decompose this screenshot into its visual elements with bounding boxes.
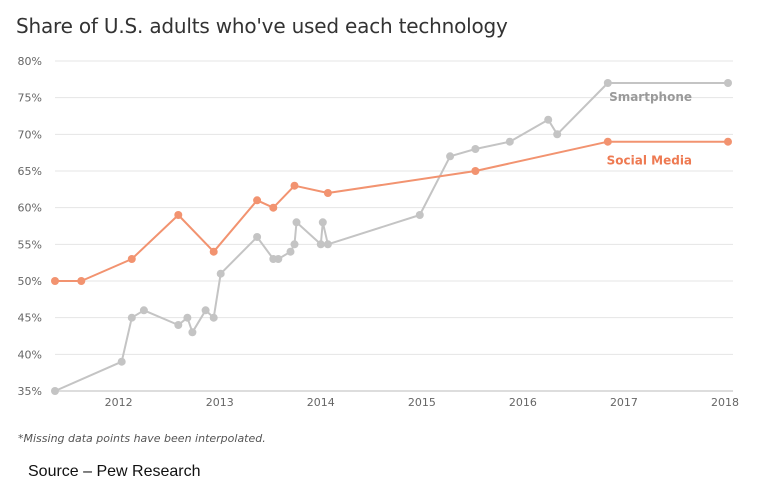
data-point-social-media xyxy=(603,137,612,146)
data-point-smartphone xyxy=(544,115,553,124)
data-point-social-media xyxy=(253,196,262,205)
data-point-social-media xyxy=(724,137,732,146)
x-tick-label: 2012 xyxy=(105,396,133,409)
y-tick-label: 35% xyxy=(18,385,42,398)
data-point-smartphone xyxy=(290,240,299,249)
series-label-social-media: Social Media xyxy=(607,154,692,168)
data-point-smartphone xyxy=(471,145,480,153)
data-point-smartphone xyxy=(174,321,183,329)
chart-title: Share of U.S. adults who've used each te… xyxy=(16,14,508,38)
y-axis: 35% 40% 45% 50% 55% 60% 65% 70% 75% 80% xyxy=(18,55,42,398)
y-tick-label: 45% xyxy=(18,312,42,325)
x-tick-label: 2018 xyxy=(711,396,739,409)
data-point-social-media xyxy=(174,211,183,219)
y-tick-label: 50% xyxy=(18,275,42,288)
y-tick-label: 55% xyxy=(18,238,42,251)
data-point-smartphone xyxy=(724,79,732,87)
data-point-smartphone xyxy=(603,79,612,87)
y-tick-label: 75% xyxy=(18,92,42,105)
data-point-smartphone xyxy=(323,240,332,249)
data-point-smartphone xyxy=(274,255,283,263)
data-point-social-media xyxy=(471,167,480,175)
source-credit: Source – Pew Research xyxy=(28,463,201,480)
data-point-smartphone xyxy=(216,269,225,278)
data-point-smartphone xyxy=(415,211,424,219)
data-point-smartphone xyxy=(553,130,562,139)
data-point-smartphone xyxy=(292,218,301,227)
series-label-smartphone: Smartphone xyxy=(609,90,692,104)
data-point-smartphone xyxy=(446,152,455,161)
data-point-smartphone xyxy=(117,357,126,366)
y-tick-label: 60% xyxy=(18,202,42,215)
data-point-smartphone xyxy=(188,328,197,337)
data-point-social-media xyxy=(290,181,299,190)
data-point-smartphone xyxy=(201,306,210,315)
data-point-social-media xyxy=(77,277,86,285)
y-tick-label: 80% xyxy=(18,55,42,68)
series-social-media xyxy=(51,137,732,285)
gridlines xyxy=(55,60,733,392)
x-axis: 2012 2013 2014 2015 2016 2017 2018 xyxy=(105,396,739,409)
data-point-smartphone xyxy=(209,313,218,322)
y-tick-label: 40% xyxy=(18,348,42,361)
series-labels: Smartphone Social Media xyxy=(607,90,692,168)
data-point-smartphone xyxy=(139,306,148,315)
data-point-social-media xyxy=(127,255,136,263)
data-point-smartphone xyxy=(316,240,325,249)
y-tick-label: 70% xyxy=(18,128,42,141)
x-tick-label: 2015 xyxy=(408,396,436,409)
x-tick-label: 2014 xyxy=(307,396,335,409)
data-point-smartphone xyxy=(183,313,192,322)
x-tick-label: 2013 xyxy=(206,396,234,409)
data-point-smartphone xyxy=(505,137,514,146)
series-smartphone xyxy=(51,79,732,395)
data-point-smartphone xyxy=(51,387,59,395)
y-tick-label: 65% xyxy=(18,165,42,178)
x-tick-label: 2017 xyxy=(610,396,638,409)
data-point-social-media xyxy=(209,247,218,256)
x-tick-label: 2016 xyxy=(509,396,537,409)
data-point-social-media xyxy=(323,189,332,197)
footnote: *Missing data points have been interpola… xyxy=(18,432,266,445)
series-group xyxy=(51,79,732,395)
data-point-social-media xyxy=(269,203,278,212)
data-point-social-media xyxy=(51,277,59,285)
series-line-social-media xyxy=(55,140,728,282)
data-point-smartphone xyxy=(253,233,262,241)
data-point-smartphone xyxy=(318,218,327,227)
data-point-smartphone xyxy=(286,247,295,256)
data-point-smartphone xyxy=(127,313,136,322)
